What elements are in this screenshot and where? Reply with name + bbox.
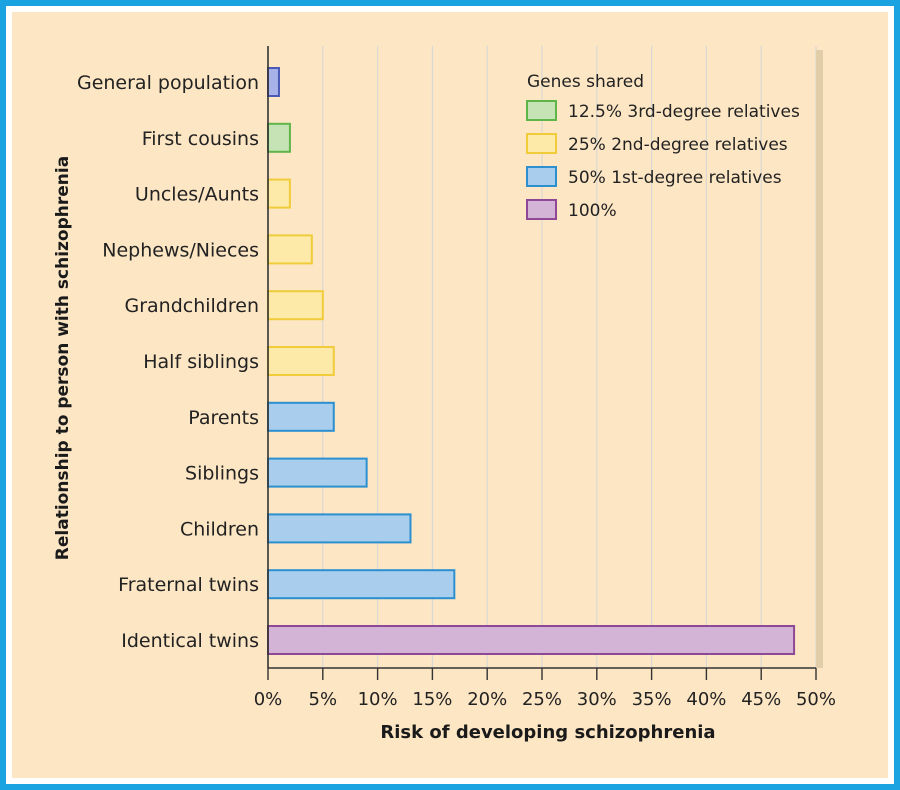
category-label: Identical twins <box>121 630 259 652</box>
x-tick-label: 25% <box>522 689 562 710</box>
x-tick-label: 30% <box>577 689 617 710</box>
legend: Genes shared 12.5% 3rd-degree relatives 2… <box>526 72 800 221</box>
bar-children <box>267 513 412 544</box>
x-tick-label: 0% <box>254 689 283 710</box>
category-label: First cousins <box>142 128 259 150</box>
plot-edge-shadow <box>816 50 823 668</box>
category-label: General population <box>77 72 259 94</box>
legend-swatch-g50 <box>526 166 557 187</box>
x-tick-label: 50% <box>796 689 836 710</box>
category-label: Parents <box>188 407 259 429</box>
legend-swatch-g12 <box>526 100 557 121</box>
category-label: Fraternal twins <box>118 574 259 596</box>
plot-shadow <box>816 50 823 668</box>
bar-siblings <box>267 457 368 488</box>
bar-nephews-nieces <box>267 234 313 265</box>
x-axis-label: Risk of developing schizophrenia <box>380 722 715 743</box>
x-tick-label: 40% <box>686 689 726 710</box>
category-label: Uncles/Aunts <box>135 184 259 206</box>
axes-layer <box>267 46 817 680</box>
x-tick-label: 10% <box>358 689 398 710</box>
legend-title: Genes shared <box>527 72 644 92</box>
legend-label-g25: 25% 2nd-degree relatives <box>568 135 788 155</box>
x-tick-label: 5% <box>309 689 338 710</box>
bar-uncles-aunts <box>267 178 291 209</box>
tick-labels: 0% 5% 10% 15% 20% 25% 30% 35% 40% 45% 50% <box>254 689 836 710</box>
legend-label-g12: 12.5% 3rd-degree relatives <box>568 102 800 122</box>
legend-label-g100: 100% <box>568 201 617 221</box>
bar-general-population <box>267 67 280 97</box>
x-tick-label: 20% <box>467 689 507 710</box>
category-label: Half siblings <box>143 351 259 373</box>
bar-fraternal-twins <box>267 569 456 600</box>
category-label: Nephews/Nieces <box>102 239 259 261</box>
y-axis-label: Relationship to person with schizophreni… <box>53 156 73 560</box>
bar-grandchildren <box>267 290 324 321</box>
category-label: Siblings <box>185 463 259 485</box>
category-labels: General population First cousins Uncles/Au… <box>77 72 259 652</box>
category-label: Children <box>180 518 259 540</box>
legend-swatch-g25 <box>526 133 557 154</box>
x-tick-label: 15% <box>412 689 452 710</box>
x-tick-label: 45% <box>741 689 781 710</box>
x-tick-label: 35% <box>632 689 672 710</box>
bar-half-siblings <box>267 346 335 376</box>
category-label: Grandchildren <box>124 295 259 317</box>
legend-swatch-g100 <box>526 199 557 220</box>
bar-identical-twins <box>267 625 796 655</box>
bars-layer <box>267 67 796 655</box>
legend-label-g50: 50% 1st-degree relatives <box>568 168 782 188</box>
bar-first-cousins <box>267 122 291 153</box>
bar-parents <box>267 401 335 432</box>
